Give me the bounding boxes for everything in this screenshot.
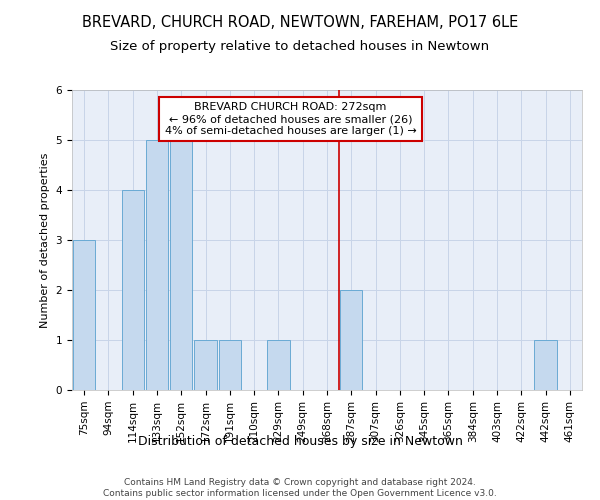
Bar bbox=[194, 340, 217, 390]
Bar bbox=[218, 340, 241, 390]
Y-axis label: Number of detached properties: Number of detached properties bbox=[40, 152, 50, 328]
Text: Distribution of detached houses by size in Newtown: Distribution of detached houses by size … bbox=[137, 435, 463, 448]
Bar bbox=[267, 340, 290, 390]
Bar bbox=[122, 190, 144, 390]
Bar bbox=[535, 340, 557, 390]
Text: Contains HM Land Registry data © Crown copyright and database right 2024.
Contai: Contains HM Land Registry data © Crown c… bbox=[103, 478, 497, 498]
Bar bbox=[340, 290, 362, 390]
Bar bbox=[73, 240, 95, 390]
Bar bbox=[146, 140, 168, 390]
Text: BREVARD, CHURCH ROAD, NEWTOWN, FAREHAM, PO17 6LE: BREVARD, CHURCH ROAD, NEWTOWN, FAREHAM, … bbox=[82, 15, 518, 30]
Bar bbox=[170, 140, 193, 390]
Text: Size of property relative to detached houses in Newtown: Size of property relative to detached ho… bbox=[110, 40, 490, 53]
Text: BREVARD CHURCH ROAD: 272sqm
← 96% of detached houses are smaller (26)
4% of semi: BREVARD CHURCH ROAD: 272sqm ← 96% of det… bbox=[164, 102, 416, 136]
